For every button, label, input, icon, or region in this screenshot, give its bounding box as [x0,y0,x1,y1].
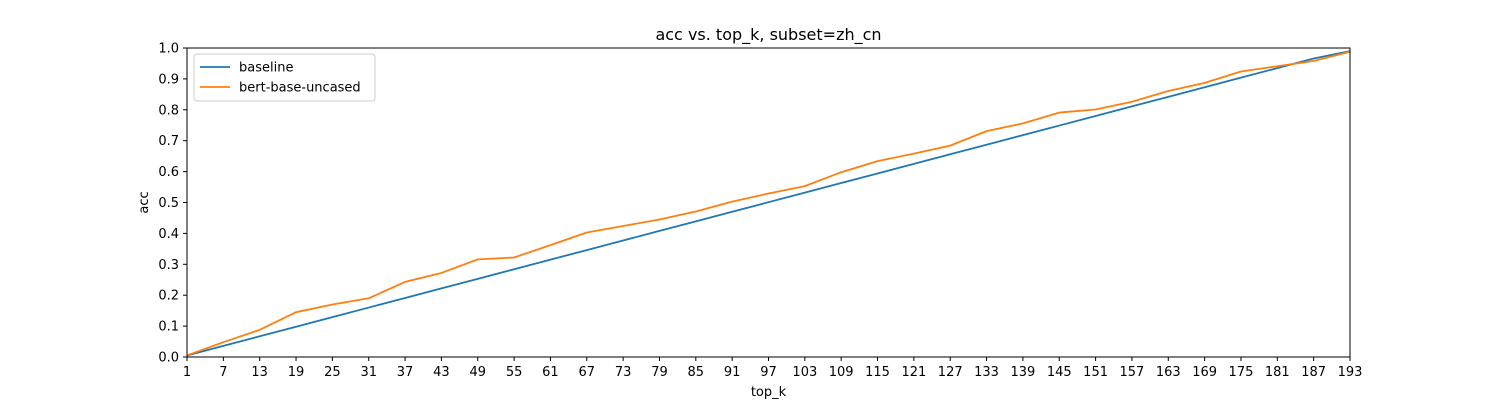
y-tick-label: 0.5 [158,196,179,211]
x-tick-label: 43 [433,365,450,380]
legend-box [193,53,376,102]
legend-label: baseline [239,61,293,76]
x-tick-label: 175 [1229,365,1254,380]
y-tick-label: 0.0 [158,351,179,366]
x-tick-label: 67 [579,365,596,380]
y-tick-label: 0.8 [158,103,179,118]
x-tick-label: 19 [288,365,305,380]
x-tick-label: 121 [901,365,926,380]
y-tick-label: 0.7 [158,134,179,149]
y-tick-label: 0.9 [158,72,179,87]
x-tick-label: 169 [1192,365,1217,380]
x-tick-label: 73 [615,365,632,380]
x-tick-label: 91 [724,365,741,380]
series-line-baseline [186,50,1351,357]
x-tick-label: 187 [1301,365,1326,380]
y-tick-label: 0.2 [158,289,179,304]
legend-label: bert-base-uncased [239,81,361,96]
x-tick-label: 145 [1047,365,1072,380]
x-tick-label: 85 [688,365,705,380]
x-tick-label: 151 [1083,365,1108,380]
x-tick-label: 109 [829,365,854,380]
x-tick-label: 133 [974,365,999,380]
x-tick-label: 13 [251,365,268,380]
x-tick-label: 25 [324,365,341,380]
y-tick-label: 0.4 [158,227,179,242]
plot-area: 1 7 13 19 25 31 37 43 49 55 61 67 73 79 85 91 97 103 109 11… [158,42,1362,381]
x-tick-label: 115 [865,365,890,380]
x-tick-label: 61 [542,365,559,380]
x-tick-label: 37 [397,365,414,380]
x-tick-label: 157 [1120,365,1145,380]
x-tick-label: 193 [1338,365,1363,380]
x-tick-label: 31 [360,365,377,380]
y-axis-label: acc [137,191,152,213]
chart-title: acc vs. top_k, subset=zh_cn [655,25,881,45]
x-tick-label: 103 [792,365,817,380]
series-line-bert-base-uncased [186,50,1351,357]
x-tick-label: 55 [506,365,523,380]
x-tick-label: 127 [938,365,963,380]
y-tick-label: 0.1 [158,320,179,335]
x-tick-label: 79 [651,365,668,380]
y-tick-label: 0.3 [158,258,179,273]
x-axis-label: top_k [751,385,787,400]
x-tick-label: 181 [1265,365,1290,380]
y-tick-label: 1.0 [158,42,179,57]
x-tick-label: 163 [1156,365,1181,380]
x-tick-label: 139 [1010,365,1035,380]
x-tick-label: 97 [760,365,777,380]
x-tick-label: 1 [183,365,191,380]
x-tick-label: 7 [219,365,227,380]
x-tick-label: 49 [469,365,486,380]
y-tick-label: 0.6 [158,165,179,180]
